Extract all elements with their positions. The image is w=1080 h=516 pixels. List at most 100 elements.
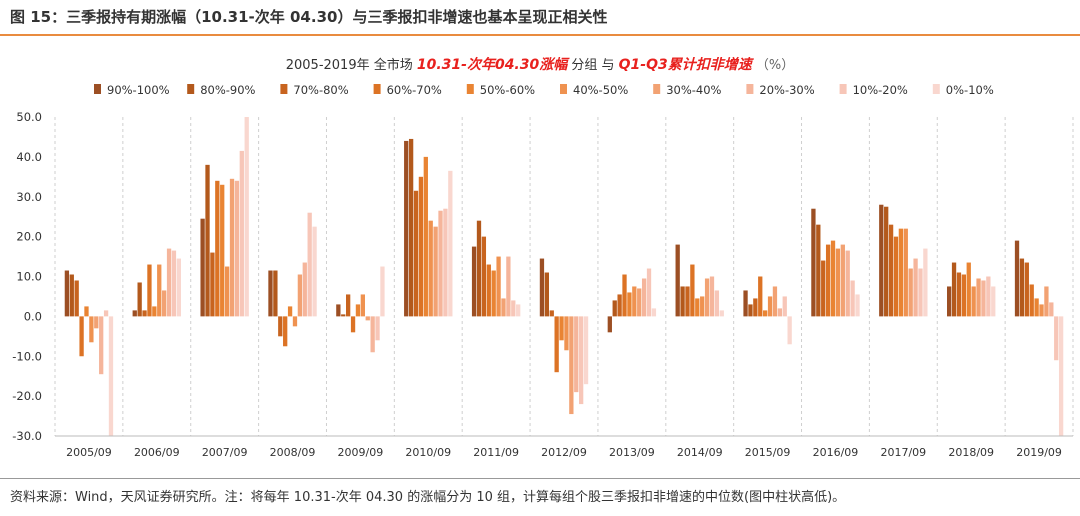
x-tick-label: 2019/09 bbox=[1016, 446, 1062, 459]
bar bbox=[637, 288, 642, 317]
bar bbox=[709, 276, 715, 317]
bar bbox=[132, 310, 137, 317]
bar bbox=[346, 294, 351, 317]
bar bbox=[971, 286, 976, 317]
bar bbox=[64, 270, 70, 317]
bar bbox=[69, 274, 74, 317]
legend-label: 40%-50% bbox=[573, 83, 628, 97]
bar bbox=[888, 224, 894, 317]
bar bbox=[220, 184, 225, 317]
bar bbox=[976, 278, 981, 317]
bar bbox=[641, 278, 647, 317]
bar bbox=[147, 264, 152, 317]
bar bbox=[981, 280, 986, 317]
bar bbox=[375, 316, 380, 341]
x-tick-label: 2014/09 bbox=[677, 446, 723, 459]
gridlines bbox=[54, 117, 1074, 436]
bar bbox=[569, 316, 574, 415]
bar bbox=[714, 290, 720, 317]
bar bbox=[690, 264, 695, 317]
bar bbox=[99, 316, 104, 375]
bar bbox=[287, 306, 293, 317]
x-tick-label: 2015/09 bbox=[745, 446, 791, 459]
bar bbox=[632, 286, 637, 317]
bar bbox=[680, 286, 685, 317]
bar bbox=[539, 258, 545, 317]
bar bbox=[951, 262, 957, 317]
bar bbox=[94, 316, 99, 329]
bar bbox=[549, 310, 554, 317]
bar bbox=[423, 156, 428, 317]
bar bbox=[821, 260, 826, 317]
bar bbox=[166, 248, 172, 317]
legend-swatch bbox=[94, 84, 101, 94]
bar bbox=[651, 308, 657, 317]
bar bbox=[350, 316, 356, 333]
bar bbox=[845, 250, 850, 317]
bar bbox=[612, 300, 617, 317]
bar bbox=[268, 270, 273, 317]
bar bbox=[418, 176, 424, 317]
y-tick-label: -30.0 bbox=[12, 429, 42, 443]
legend-label: 80%-90% bbox=[200, 83, 255, 97]
bar-chart: 2005-2019年 全市场 10.31-次年04.30涨幅 分组 与 Q1-Q… bbox=[12, 56, 1074, 459]
bar bbox=[1044, 286, 1049, 317]
x-tick-label: 2018/09 bbox=[948, 446, 994, 459]
chart-title-part-4: Q1-Q3累计扣非增速 bbox=[619, 56, 755, 73]
bar bbox=[753, 298, 758, 317]
bar bbox=[336, 304, 341, 317]
x-tick-label: 2016/09 bbox=[813, 446, 859, 459]
bar bbox=[884, 206, 889, 317]
bar bbox=[74, 280, 79, 317]
legend-swatch bbox=[280, 84, 288, 94]
legend-label: 70%-80% bbox=[293, 83, 348, 97]
bar bbox=[850, 280, 855, 317]
bar bbox=[365, 316, 370, 321]
bar bbox=[370, 316, 375, 353]
legend-swatch bbox=[373, 84, 381, 94]
bar bbox=[312, 226, 317, 317]
bar bbox=[961, 274, 966, 317]
x-tick-label: 2011/09 bbox=[473, 446, 519, 459]
chart-title-part-5: （%） bbox=[756, 58, 794, 73]
bar bbox=[956, 272, 962, 317]
bar bbox=[913, 258, 918, 317]
legend-swatch bbox=[746, 84, 754, 94]
bar bbox=[816, 224, 821, 317]
bar bbox=[481, 236, 487, 317]
bar bbox=[491, 270, 496, 317]
bar bbox=[501, 298, 506, 317]
bar bbox=[811, 208, 816, 317]
bar bbox=[966, 262, 971, 317]
bar bbox=[404, 140, 409, 317]
bar bbox=[476, 220, 482, 317]
bar bbox=[947, 286, 952, 317]
bar bbox=[341, 314, 346, 317]
x-tick-label: 2012/09 bbox=[541, 446, 587, 459]
bar bbox=[825, 244, 831, 317]
y-tick-label: 40.0 bbox=[16, 150, 42, 164]
bar bbox=[646, 268, 652, 317]
bar bbox=[108, 316, 114, 436]
x-tick-label: 2005/09 bbox=[66, 446, 112, 459]
x-tick-label: 2006/09 bbox=[134, 446, 180, 459]
bar bbox=[157, 264, 162, 317]
bar bbox=[433, 226, 438, 317]
bar bbox=[176, 258, 181, 317]
bar bbox=[1054, 316, 1059, 361]
bar bbox=[428, 220, 433, 317]
legend-swatch bbox=[466, 84, 474, 94]
bar bbox=[307, 212, 312, 317]
legend-label: 0%-10% bbox=[946, 83, 994, 97]
legend-label: 60%-70% bbox=[387, 83, 442, 97]
bar bbox=[1024, 262, 1029, 317]
bar bbox=[380, 266, 385, 317]
x-tick-label: 2007/09 bbox=[202, 446, 248, 459]
legend-swatch bbox=[932, 84, 940, 94]
bar bbox=[763, 310, 768, 317]
bar bbox=[355, 304, 361, 317]
y-tick-label: 10.0 bbox=[16, 270, 42, 284]
bar bbox=[224, 266, 230, 317]
x-tick-label: 2009/09 bbox=[338, 446, 384, 459]
bar bbox=[898, 228, 904, 317]
